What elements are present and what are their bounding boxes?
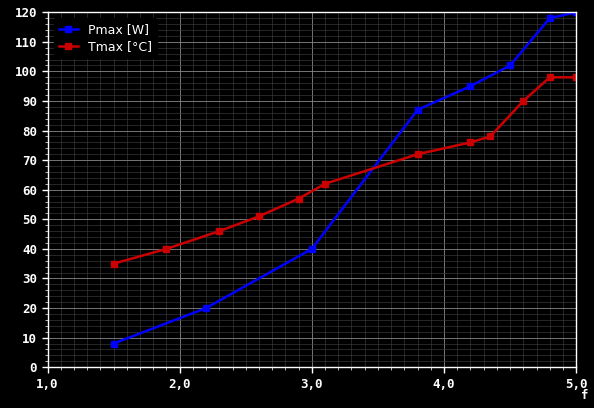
Pmax [W]	[110, 341, 117, 346]
Tmax [°C]	[520, 99, 527, 104]
Tmax [°C]	[467, 140, 474, 145]
Tmax [°C]	[573, 75, 580, 80]
Tmax [°C]	[110, 261, 117, 266]
Tmax [°C]	[546, 75, 553, 80]
Pmax [W]	[507, 63, 514, 68]
Pmax [W]	[573, 10, 580, 15]
Text: f [GHz]: f [GHz]	[582, 388, 594, 401]
Tmax [°C]	[486, 134, 494, 139]
Tmax [°C]	[414, 152, 421, 157]
Line: Tmax [°C]: Tmax [°C]	[111, 75, 579, 266]
Tmax [°C]	[216, 229, 223, 234]
Tmax [°C]	[295, 196, 302, 201]
Line: Pmax [W]: Pmax [W]	[111, 9, 579, 346]
Tmax [°C]	[163, 246, 170, 251]
Legend: Pmax [W], Tmax [°C]: Pmax [W], Tmax [°C]	[54, 18, 157, 58]
Pmax [W]	[467, 84, 474, 89]
Pmax [W]	[308, 246, 315, 251]
Pmax [W]	[203, 306, 210, 310]
Pmax [W]	[414, 107, 421, 112]
Pmax [W]	[546, 16, 553, 20]
Tmax [°C]	[321, 182, 328, 186]
Tmax [°C]	[255, 214, 263, 219]
